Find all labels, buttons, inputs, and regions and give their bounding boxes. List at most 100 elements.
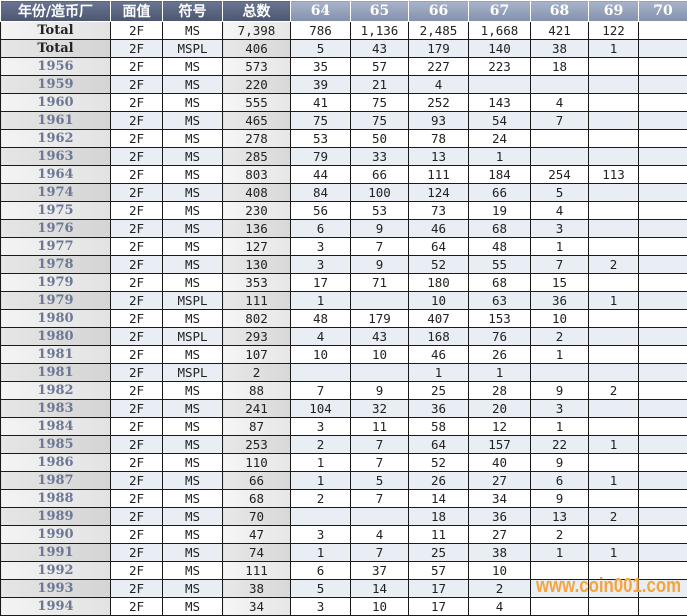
denomination-cell: 2F bbox=[111, 76, 163, 94]
grade-67-cell: 143 bbox=[469, 94, 531, 112]
grade-70-cell bbox=[639, 292, 687, 310]
grade-67-cell: 19 bbox=[469, 202, 531, 220]
header-denomination: 面值 bbox=[111, 1, 163, 22]
grade-64-cell bbox=[291, 364, 351, 382]
grade-68-cell bbox=[531, 148, 589, 166]
grade-69-cell bbox=[589, 598, 639, 616]
grade-66-cell: 64 bbox=[409, 238, 469, 256]
grade-65-cell: 57 bbox=[351, 58, 409, 76]
designation-cell: MS bbox=[163, 472, 223, 490]
grade-66-cell: 52 bbox=[409, 256, 469, 274]
year-cell: 1989 bbox=[1, 508, 111, 526]
grade-68-cell: 1 bbox=[531, 238, 589, 256]
grade-67-cell: 26 bbox=[469, 346, 531, 364]
designation-cell: MS bbox=[163, 220, 223, 238]
grade-68-cell bbox=[531, 562, 589, 580]
grade-66-cell: 46 bbox=[409, 220, 469, 238]
total-cell: 88 bbox=[223, 382, 291, 400]
grade-70-cell bbox=[639, 130, 687, 148]
total-cell: 406 bbox=[223, 40, 291, 58]
designation-cell: MS bbox=[163, 274, 223, 292]
grade-64-cell: 44 bbox=[291, 166, 351, 184]
grade-69-cell: 122 bbox=[589, 22, 639, 40]
grade-67-cell: 66 bbox=[469, 184, 531, 202]
grade-69-cell bbox=[589, 526, 639, 544]
grade-64-cell: 3 bbox=[291, 526, 351, 544]
grade-65-cell: 43 bbox=[351, 328, 409, 346]
grade-64-cell: 1 bbox=[291, 292, 351, 310]
designation-cell: MS bbox=[163, 76, 223, 94]
grade-64-cell: 17 bbox=[291, 274, 351, 292]
grade-64-cell: 1 bbox=[291, 544, 351, 562]
grade-69-cell: 113 bbox=[589, 166, 639, 184]
grade-66-cell: 2,485 bbox=[409, 22, 469, 40]
grade-67-cell: 10 bbox=[469, 562, 531, 580]
grade-69-cell bbox=[589, 310, 639, 328]
grade-64-cell: 56 bbox=[291, 202, 351, 220]
year-cell: 1991 bbox=[1, 544, 111, 562]
year-cell: 1959 bbox=[1, 76, 111, 94]
denomination-cell: 2F bbox=[111, 220, 163, 238]
grade-65-cell: 21 bbox=[351, 76, 409, 94]
grade-65-cell: 75 bbox=[351, 112, 409, 130]
grade-66-cell: 36 bbox=[409, 400, 469, 418]
total-cell: 278 bbox=[223, 130, 291, 148]
grade-65-cell: 9 bbox=[351, 382, 409, 400]
denomination-cell: 2F bbox=[111, 508, 163, 526]
grade-70-cell bbox=[639, 256, 687, 274]
grade-65-cell: 43 bbox=[351, 40, 409, 58]
grade-65-cell: 50 bbox=[351, 130, 409, 148]
grade-65-cell: 11 bbox=[351, 418, 409, 436]
grade-64-cell: 3 bbox=[291, 256, 351, 274]
grade-64-cell: 75 bbox=[291, 112, 351, 130]
header-grade-66: 66 bbox=[409, 1, 469, 22]
designation-cell: MS bbox=[163, 526, 223, 544]
year-cell: 1977 bbox=[1, 238, 111, 256]
grade-66-cell: 73 bbox=[409, 202, 469, 220]
grade-69-cell bbox=[589, 454, 639, 472]
denomination-cell: 2F bbox=[111, 346, 163, 364]
grade-68-cell: 6 bbox=[531, 472, 589, 490]
total-cell: 127 bbox=[223, 238, 291, 256]
grade-70-cell bbox=[639, 472, 687, 490]
denomination-cell: 2F bbox=[111, 598, 163, 616]
grade-68-cell: 2 bbox=[531, 328, 589, 346]
grade-68-cell: 4 bbox=[531, 202, 589, 220]
grade-69-cell bbox=[589, 130, 639, 148]
grade-68-cell: 38 bbox=[531, 40, 589, 58]
denomination-cell: 2F bbox=[111, 454, 163, 472]
grade-68-cell: 9 bbox=[531, 454, 589, 472]
designation-cell: MS bbox=[163, 382, 223, 400]
grade-64-cell: 2 bbox=[291, 436, 351, 454]
grade-70-cell bbox=[639, 22, 687, 40]
grade-70-cell bbox=[639, 76, 687, 94]
grade-67-cell: 153 bbox=[469, 310, 531, 328]
denomination-cell: 2F bbox=[111, 562, 163, 580]
grade-69-cell bbox=[589, 418, 639, 436]
denomination-cell: 2F bbox=[111, 472, 163, 490]
grade-69-cell bbox=[589, 76, 639, 94]
grade-65-cell: 7 bbox=[351, 544, 409, 562]
grade-64-cell: 39 bbox=[291, 76, 351, 94]
grade-70-cell bbox=[639, 418, 687, 436]
grade-70-cell bbox=[639, 148, 687, 166]
grade-64-cell: 2 bbox=[291, 490, 351, 508]
grade-64-cell: 3 bbox=[291, 598, 351, 616]
grade-70-cell bbox=[639, 202, 687, 220]
total-cell: 130 bbox=[223, 256, 291, 274]
grade-64-cell bbox=[291, 508, 351, 526]
grade-64-cell: 5 bbox=[291, 40, 351, 58]
grade-64-cell: 35 bbox=[291, 58, 351, 76]
total-cell: 38 bbox=[223, 580, 291, 598]
grade-69-cell bbox=[589, 490, 639, 508]
designation-cell: MS bbox=[163, 418, 223, 436]
grade-70-cell bbox=[639, 166, 687, 184]
total-cell: 230 bbox=[223, 202, 291, 220]
